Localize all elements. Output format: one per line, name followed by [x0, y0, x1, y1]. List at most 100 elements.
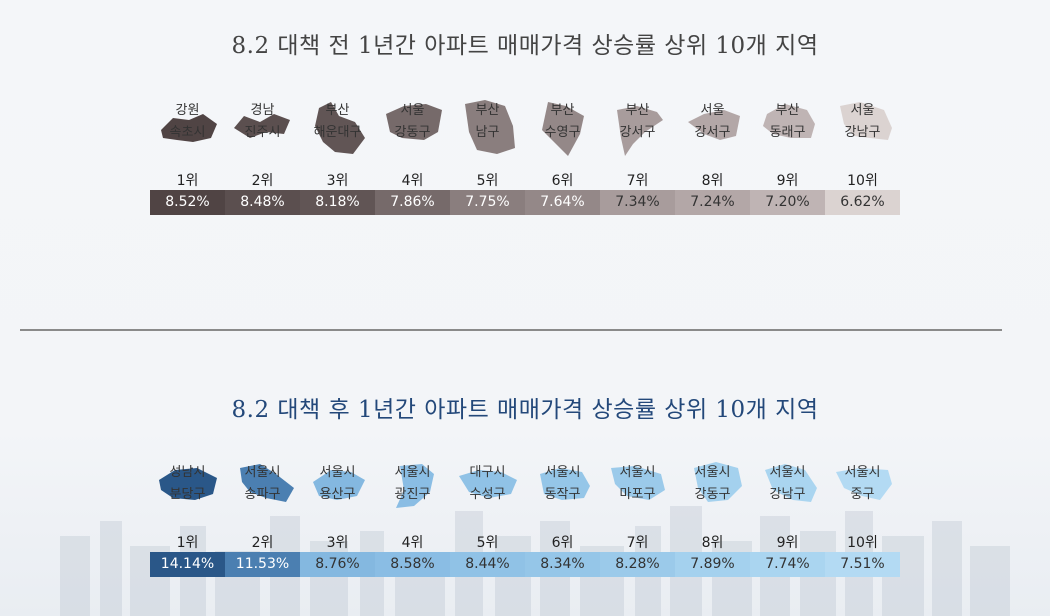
region-name: 부산 해운대구 — [300, 100, 375, 144]
rank-label: 9위 — [776, 535, 799, 551]
rank-label: 5위 — [476, 173, 499, 189]
region-name-line2: 강서구 — [619, 125, 656, 140]
region-name-line2: 분당구 — [169, 487, 206, 502]
region-map-shape — [680, 98, 745, 158]
value-bar: 7.64% — [525, 190, 600, 215]
rank-label: 2위 — [251, 173, 274, 189]
region-name-line2: 강서구 — [694, 125, 731, 140]
region-name-line2: 용산구 — [319, 487, 356, 502]
rank-label: 4위 — [401, 535, 424, 551]
region-name-line1: 성남시 — [169, 465, 206, 480]
region-name-line2: 송파구 — [244, 487, 281, 502]
rank-label: 5위 — [476, 535, 499, 551]
region-map-shape — [530, 98, 595, 158]
region-name-line1: 서울 — [400, 103, 425, 118]
value-bar: 6.62% — [825, 190, 900, 215]
region-map-shape — [380, 98, 445, 158]
value-bar: 8.18% — [300, 190, 375, 215]
chart-title-after: 8.2 대책 후 1년간 아파트 매매가격 상승률 상위 10개 지역 — [231, 397, 819, 423]
region-name-line1: 서울시 — [544, 465, 581, 480]
region-map-shape — [755, 98, 820, 158]
region-name-line1: 대구시 — [469, 465, 506, 480]
region-name-line2: 해운대구 — [313, 125, 362, 140]
region-map-shape — [230, 460, 295, 520]
value-bar: 7.51% — [825, 552, 900, 577]
rank-label: 10위 — [847, 535, 878, 551]
region-name-line2: 진주시 — [244, 125, 281, 140]
region-name-line1: 경남 — [250, 103, 275, 118]
region-name: 강원 속초시 — [150, 100, 225, 144]
region-name-line2: 수성구 — [469, 487, 506, 502]
region-name-line1: 서울시 — [694, 465, 731, 480]
rank-label: 6위 — [551, 173, 574, 189]
region-name: 서울시 마포구 — [600, 462, 675, 506]
region-name-line2: 중구 — [850, 487, 875, 502]
region-map-shape — [155, 460, 220, 520]
region-name-line2: 동래구 — [769, 125, 806, 140]
value-bar: 8.58% — [375, 552, 450, 577]
value-bar: 8.28% — [600, 552, 675, 577]
region-name-line1: 부산 — [625, 103, 650, 118]
value-bar: 11.53% — [225, 552, 300, 577]
region-name-line2: 동작구 — [544, 487, 581, 502]
region-name-line1: 부산 — [775, 103, 800, 118]
region-name-line1: 서울시 — [844, 465, 881, 480]
region-name-line1: 부산 — [475, 103, 500, 118]
value-bar: 7.20% — [750, 190, 825, 215]
region-map-shape — [680, 460, 745, 520]
region-name-line1: 서울시 — [244, 465, 281, 480]
region-name-line2: 남구 — [475, 125, 500, 140]
region-map-shape — [530, 460, 595, 520]
region-name-line1: 서울 — [850, 103, 875, 118]
region-map-shape — [455, 98, 520, 158]
region-map-shape — [155, 98, 220, 158]
section-divider — [20, 329, 1002, 331]
rank-label: 3위 — [326, 173, 349, 189]
value-bar: 14.14% — [150, 552, 225, 577]
value-bar: 7.89% — [675, 552, 750, 577]
rank-label: 1위 — [176, 535, 199, 551]
value-bar: 7.75% — [450, 190, 525, 215]
region-map-shape — [380, 460, 445, 520]
region-name-line1: 서울 — [700, 103, 725, 118]
rank-label: 2위 — [251, 535, 274, 551]
region-map-shape — [230, 98, 295, 158]
value-bar: 8.52% — [150, 190, 225, 215]
region-name-line1: 강원 — [175, 103, 200, 118]
region-name-line1: 서울시 — [319, 465, 356, 480]
rank-label: 10위 — [847, 173, 878, 189]
region-name-line2: 강동구 — [694, 487, 731, 502]
rank-label: 9위 — [776, 173, 799, 189]
value-bar: 8.76% — [300, 552, 375, 577]
region-name-line1: 서울시 — [619, 465, 656, 480]
region-map-shape — [455, 460, 520, 520]
region-name-line1: 부산 — [550, 103, 575, 118]
region-map-shape — [305, 460, 370, 520]
region-name-line1: 서울시 — [769, 465, 806, 480]
value-bar: 8.44% — [450, 552, 525, 577]
rank-label: 8위 — [701, 173, 724, 189]
region-name-line2: 강남구 — [844, 125, 881, 140]
chart-title-before: 8.2 대책 전 1년간 아파트 매매가격 상승률 상위 10개 지역 — [231, 33, 819, 59]
region-name-line2: 수영구 — [544, 125, 581, 140]
value-bar: 7.34% — [600, 190, 675, 215]
region-name-line2: 강남구 — [769, 487, 806, 502]
region-name-line2: 강동구 — [394, 125, 431, 140]
region-map-shape — [305, 98, 370, 158]
rank-label: 1위 — [176, 173, 199, 189]
value-bar: 8.48% — [225, 190, 300, 215]
region-name-line2: 광진구 — [394, 487, 431, 502]
rank-label: 3위 — [326, 535, 349, 551]
